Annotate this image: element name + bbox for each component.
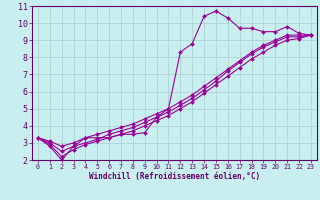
X-axis label: Windchill (Refroidissement éolien,°C): Windchill (Refroidissement éolien,°C) (89, 172, 260, 181)
